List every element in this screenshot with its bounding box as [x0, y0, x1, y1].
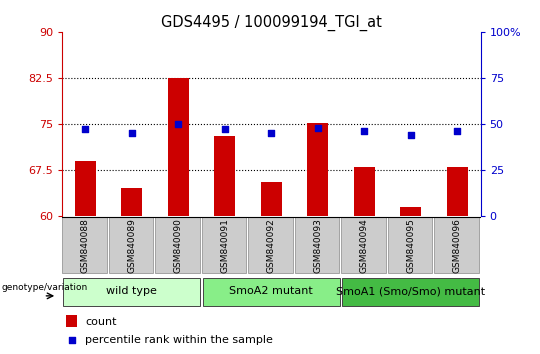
Bar	[203, 278, 340, 306]
Text: GSM840096: GSM840096	[453, 218, 462, 273]
Bar	[168, 78, 189, 216]
Bar	[75, 161, 96, 216]
Bar	[400, 207, 421, 216]
Text: wild type: wild type	[106, 286, 157, 296]
Point	[127, 130, 136, 136]
Bar	[342, 278, 479, 306]
Bar	[341, 217, 386, 273]
Bar	[201, 217, 246, 273]
Text: GSM840095: GSM840095	[407, 218, 415, 273]
Point	[453, 129, 462, 134]
Point	[81, 127, 90, 132]
Point	[68, 337, 76, 342]
Bar	[122, 188, 143, 216]
Bar	[295, 217, 339, 273]
Point	[220, 127, 229, 132]
Text: percentile rank within the sample: percentile rank within the sample	[85, 335, 273, 344]
Bar	[248, 217, 293, 273]
Text: GSM840090: GSM840090	[174, 218, 183, 273]
Text: GSM840092: GSM840092	[267, 218, 276, 273]
Bar	[261, 182, 282, 216]
Point	[360, 129, 369, 134]
Text: GSM840088: GSM840088	[81, 218, 90, 273]
Bar	[64, 278, 200, 306]
Text: GSM840089: GSM840089	[127, 218, 136, 273]
Bar	[109, 217, 153, 273]
Point	[267, 130, 276, 136]
Bar	[434, 217, 479, 273]
Title: GDS4495 / 100099194_TGI_at: GDS4495 / 100099194_TGI_at	[161, 14, 382, 30]
Text: SmoA2 mutant: SmoA2 mutant	[230, 286, 313, 296]
Text: GSM840093: GSM840093	[313, 218, 322, 273]
Point	[407, 132, 415, 138]
Text: count: count	[85, 316, 117, 327]
Bar	[354, 167, 375, 216]
Text: genotype/variation: genotype/variation	[2, 283, 88, 292]
Bar	[214, 136, 235, 216]
Bar	[307, 123, 328, 216]
Text: SmoA1 (Smo/Smo) mutant: SmoA1 (Smo/Smo) mutant	[336, 286, 485, 296]
Bar	[388, 217, 432, 273]
Text: GSM840094: GSM840094	[360, 218, 369, 273]
Bar	[447, 167, 468, 216]
Bar	[66, 315, 77, 327]
Point	[174, 121, 183, 127]
Bar	[155, 217, 200, 273]
Point	[314, 125, 322, 130]
Text: GSM840091: GSM840091	[220, 218, 230, 273]
Bar	[62, 217, 107, 273]
